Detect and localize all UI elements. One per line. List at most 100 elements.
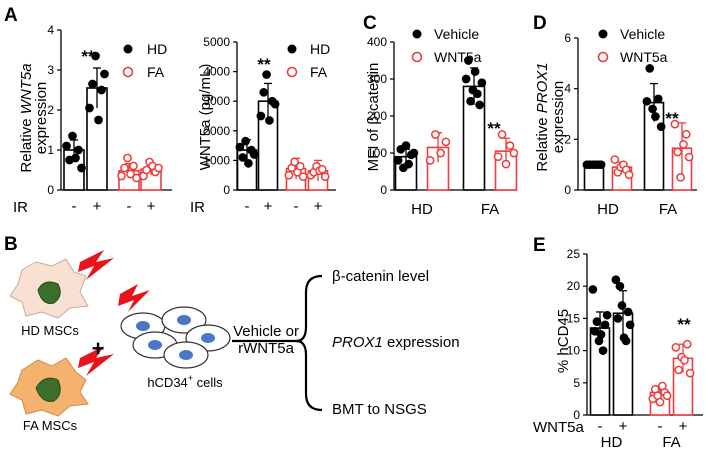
chart-c-point [431,130,440,139]
chart-a1-point [94,115,103,125]
hd-msc-label: HD MSCs [21,323,79,338]
legend-marker-fa [286,66,298,78]
chart-a2-point [290,157,299,167]
chart-e-group-label: FA [662,434,680,451]
chart-e-point [682,339,692,349]
chart-d-category-label: FA [659,201,677,218]
chart-a2-y-tick-label: 3000 [203,94,230,108]
chart-c-y-axis-label: MFI of β-catenin [365,63,382,172]
chart-a1-y-axis-label-line2: expression [33,82,50,155]
chart-c-significance: ** [487,119,501,138]
chart-a2-point [295,161,305,171]
chart-d-point [684,152,694,162]
readout-beta-catenin: β-catenin level [332,268,429,285]
schematic-b: HD MSCs FA MSCs + hCD34+ cells Vehicle o… [9,250,460,433]
chart-e-y-tick-label: 0 [573,408,580,422]
chart-e-point [596,330,606,339]
legend-marker-wnt5a [597,51,609,63]
chart-c-beta-catenin: MFI of β-catenin ** Vehicle WNT5a 0 100 20… [365,26,519,218]
chart-a1-category-label: - [72,198,77,215]
chart-e-point [625,320,635,330]
chart-a1-point [91,51,100,61]
chart-c-category-label: FA [481,201,499,218]
panel-letter-c: C [363,13,377,34]
chart-e-point [592,317,602,326]
chart-a1-category-label: + [147,198,156,215]
readout-bmt: BMT to NSGS [332,401,427,418]
chart-e-point [617,301,627,310]
chart-e-point [621,336,631,346]
chart-a1-y-tick-label: 1 [47,143,54,157]
chart-d-point [673,147,683,157]
chart-a1-point [129,161,138,171]
chart-e-category-label: + [619,418,628,435]
chart-d-y-tick-label: 0 [564,183,571,197]
chart-a2-significance: ** [257,55,271,74]
chart-a2-point [262,70,271,79]
chart-e-y-axis-label: % hCD45 [555,309,572,373]
panel-letter-d: D [533,13,547,34]
hcd34-cells [120,306,231,369]
chart-c-y-tick-label: 0 [380,183,387,197]
chart-e-point [600,320,610,330]
chart-c-legend: Vehicle WNT5a [411,26,482,65]
chart-d-point [645,64,655,73]
chart-a2-legend: HD FA [286,41,330,80]
chart-d-category-label: HD [597,201,619,218]
chart-e-row-label: WNT5a [533,419,584,436]
chart-a2-point [265,116,274,125]
legend-label-wnt5a: WNT5a [620,49,668,65]
chart-e-point [598,346,608,355]
chart-d-point [648,104,657,114]
chart-c-point [501,159,511,169]
chart-d-point [596,160,606,170]
chart-c-point [505,141,515,150]
chart-a2-point [284,170,294,180]
chart-a2-point [259,87,269,97]
chart-c-point [404,159,413,169]
chart-e-category-label: + [679,418,688,435]
chart-e-category-label: - [598,418,603,435]
chart-a1-y-tick-label: 4 [47,23,54,37]
chart-a1-category-label: + [93,198,102,215]
chart-d-legend: Vehicle WNT5a [597,26,668,65]
chart-e-point [615,281,625,291]
chart-d-point [656,122,666,132]
chart-c-y-tick-label: 300 [367,72,387,86]
plus-sign: + [92,336,105,361]
panel-letter-e: E [533,235,546,256]
chart-c-point [493,152,503,162]
chart-e-point [613,314,623,323]
chart-c-point [473,89,482,99]
readout-prox1: PROX1 expression [332,334,460,351]
chart-d-point [653,94,663,104]
chart-a1-point [154,163,163,173]
chart-a1-point [126,169,135,179]
chart-a1-point [117,171,126,181]
treatment-label-line1: Vehicle or [233,323,299,340]
chart-a2-y-tick-label: 0 [223,183,230,197]
chart-d-y-tick-label: 2 [564,132,571,146]
chart-d-point [676,172,685,182]
chart-e-point [588,285,598,294]
chart-e-significance: ** [677,315,691,334]
legend-label-wnt5a: WNT5a [434,49,482,65]
chart-a1-y-tick-label: 2 [47,103,54,117]
fa-msc-nucleus [35,377,61,402]
chart-e-y-tick-label: 20 [567,279,581,293]
legend-label-fa: FA [310,64,328,80]
chart-c-point [461,74,471,84]
chart-e-point [680,355,689,365]
chart-c-y-tick-label: 100 [367,146,387,160]
chart-c-point [497,130,507,139]
chart-a1-point [85,103,94,113]
legend-marker-vehicle [412,29,422,39]
chart-d-y-axis-label-line2: expression [550,81,567,154]
chart-a2-wnt5a-protein: WNT5a (pg/mL) ** HD FA 0 1000 2000 3000 4000… [190,35,336,216]
legend-label-hd: HD [310,41,330,57]
chart-c-y-tick-label: 200 [367,109,387,123]
chart-a2-category-label: - [294,198,299,215]
panel-letter-a: A [4,5,18,26]
chart-c-y-tick-label: 400 [367,35,387,49]
legend-label-hd: HD [147,41,167,57]
